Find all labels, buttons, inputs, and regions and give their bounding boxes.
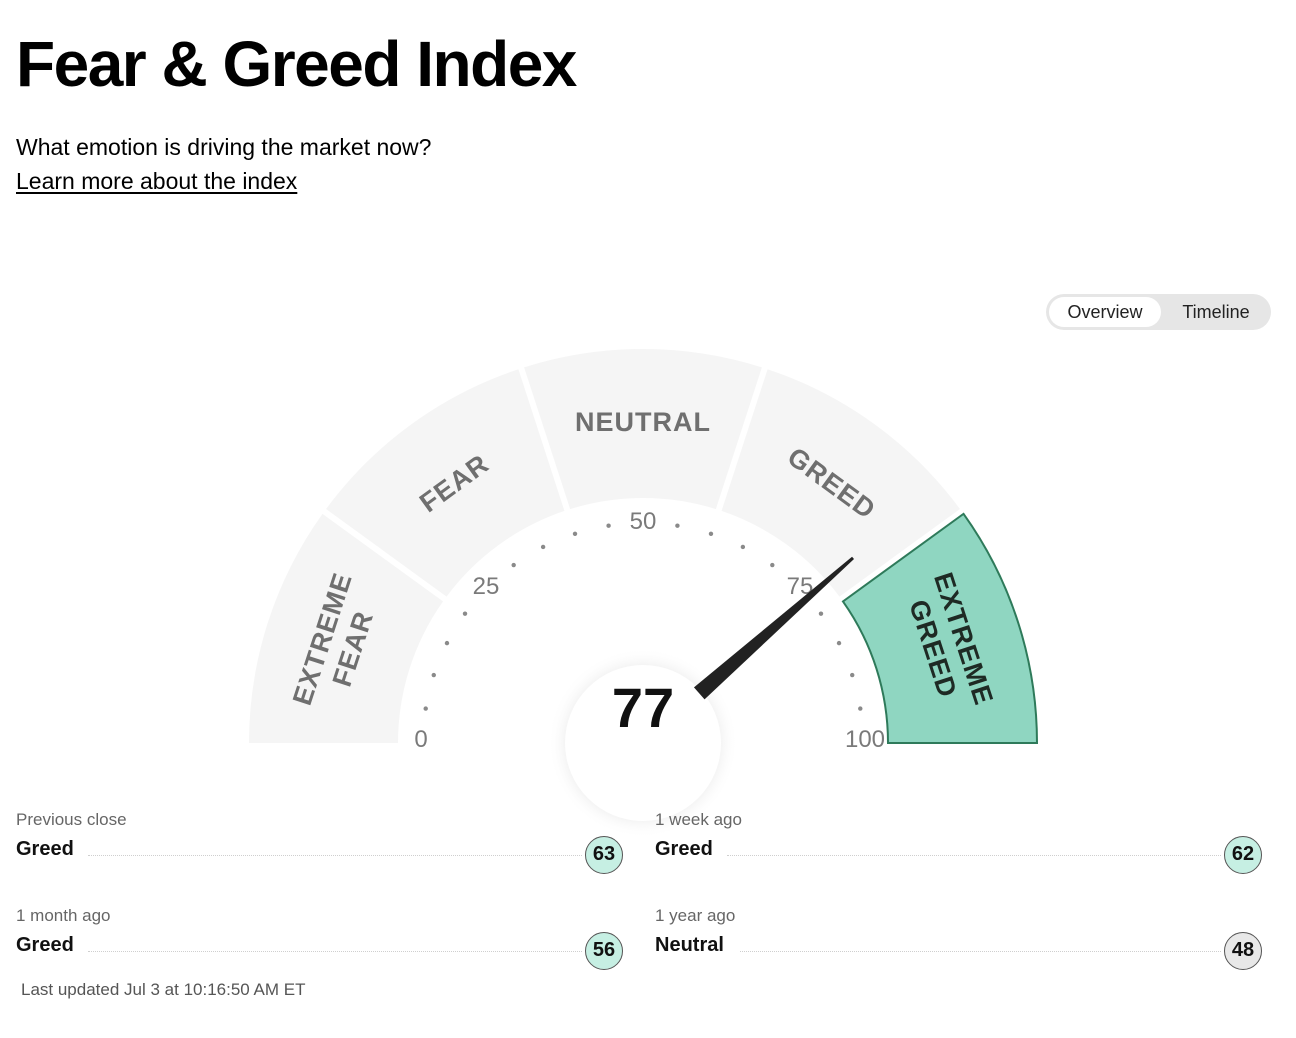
gauge-scale-25: 25 [473,573,500,600]
gauge-tick-dot [462,611,468,616]
view-toggle: Overview Timeline [1046,294,1271,330]
gauge-tick-dot [740,544,746,550]
gauge-tick-dot [818,611,824,616]
week-ago-label: 1 week ago [655,810,742,829]
gauge-segment-neutral [524,349,762,510]
year-ago-rating: Neutral [655,934,724,956]
gauge-tick-dot [606,523,611,528]
gauge-tick-dot [708,531,714,536]
gauge-segment-extreme-fear [249,513,444,743]
gauge-score: 77 [612,676,674,739]
last-updated-text: Last updated Jul 3 at 10:16:50 AM ET [21,980,306,999]
gauge-tick-dot [850,672,855,678]
overview-tab[interactable]: Overview [1049,297,1161,327]
gauge-tick-dot [540,544,546,550]
gauge-scale-50: 50 [630,508,657,535]
year-ago-label: 1 year ago [655,906,736,925]
gauge-tick-dot [572,531,578,536]
gauge-tick-dot [858,706,863,711]
gauge-needle [693,556,855,700]
gauge-tick-dot [675,523,680,528]
gauge-scale-100: 100 [845,726,885,753]
gauge-tick-dot [431,672,436,678]
page-title: Fear & Greed Index [16,28,577,100]
dotted-leader [88,951,582,952]
gauge-tick-dot [770,562,775,568]
learn-more-link[interactable]: Learn more about the index [16,168,298,194]
month-ago-label: 1 month ago [16,906,111,925]
year-ago-value-badge: 48 [1224,932,1262,970]
prev-close-value-badge: 63 [585,836,623,874]
gauge-label-neutral: NEUTRAL [575,407,711,437]
gauge-scale-0: 0 [414,726,427,753]
dotted-leader [740,951,1221,952]
week-ago-rating: Greed [655,838,713,860]
page-subtitle: What emotion is driving the market now? [16,134,432,160]
gauge-segment-greed [721,369,960,597]
gauge-tick-dot [511,562,516,568]
timeline-tab[interactable]: Timeline [1182,302,1250,322]
gauge-tick-dot [444,640,450,646]
dotted-leader [727,855,1221,856]
prev-close-rating: Greed [16,838,74,860]
week-ago-value-badge: 62 [1224,836,1262,874]
month-ago-value-badge: 56 [585,932,623,970]
gauge-tick-dot [836,640,842,646]
month-ago-rating: Greed [16,934,74,956]
gauge-segment-extreme-greed [841,512,1039,744]
gauge-tick-dot [423,706,428,711]
prev-close-label: Previous close [16,810,127,829]
dotted-leader [88,855,582,856]
gauge-segment-fear [326,369,565,597]
gauge-hub [565,665,721,821]
